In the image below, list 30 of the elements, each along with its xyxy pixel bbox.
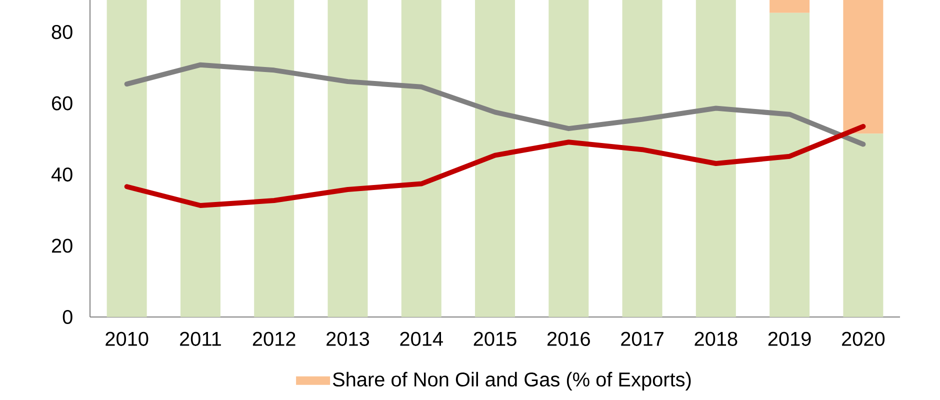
x-tick-label: 2013 bbox=[326, 332, 370, 346]
x-tick-label: 2017 bbox=[621, 332, 664, 346]
bar bbox=[106, 0, 147, 317]
bar bbox=[328, 0, 368, 317]
bar bbox=[770, 0, 810, 13]
y-tick-label: 40 bbox=[51, 167, 72, 182]
x-tick-label: 2012 bbox=[252, 332, 296, 346]
legend-label: Share of Non Oil and Gas (% of Exports) bbox=[332, 372, 691, 390]
x-tick-label: 2015 bbox=[474, 332, 516, 346]
y-tick-label: 20 bbox=[52, 238, 72, 253]
x-tick-label: 2010 bbox=[106, 332, 148, 346]
y-tick-label: 0 bbox=[62, 310, 72, 324]
y-tick-label: 60 bbox=[52, 96, 72, 110]
bar bbox=[180, 0, 220, 317]
bar bbox=[622, 0, 662, 317]
x-tick-label: 2014 bbox=[400, 332, 443, 346]
x-tick-label: 2020 bbox=[842, 332, 885, 346]
bar bbox=[548, 0, 589, 317]
y-tick-label: 80 bbox=[52, 25, 72, 40]
bar bbox=[696, 0, 736, 317]
bar bbox=[475, 0, 516, 317]
x-tick-label: 2016 bbox=[547, 332, 590, 346]
bar bbox=[770, 12, 810, 317]
x-tick-label: 2011 bbox=[180, 332, 221, 346]
x-tick-label: 2019 bbox=[768, 332, 811, 346]
bar bbox=[401, 0, 442, 317]
x-tick-label: 2018 bbox=[694, 332, 738, 346]
bar bbox=[254, 0, 294, 317]
bar bbox=[843, 0, 884, 134]
bar bbox=[843, 134, 884, 317]
